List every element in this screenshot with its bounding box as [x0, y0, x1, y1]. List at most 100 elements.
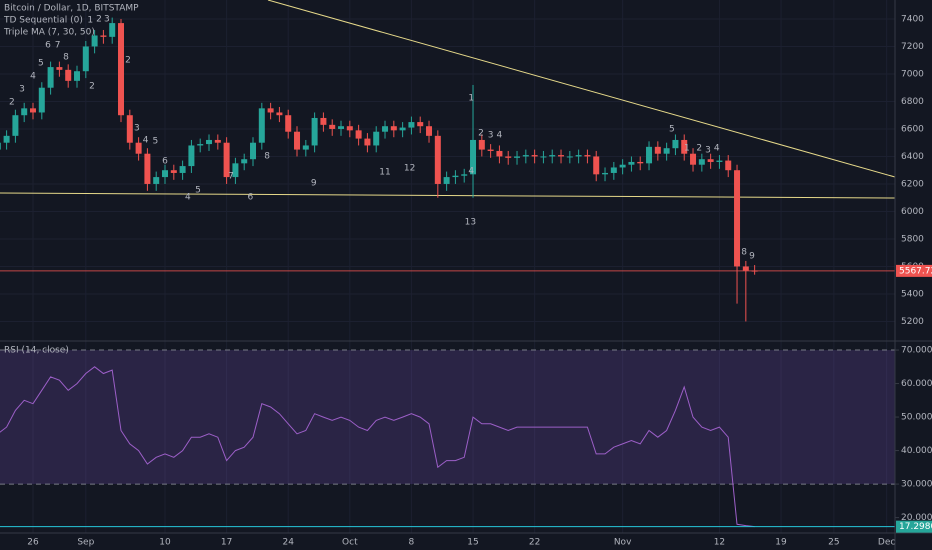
rsi-tick-label: 70.0000 [901, 346, 932, 356]
candle-body [602, 172, 609, 175]
rsi-tick-label: 60.0000 [901, 379, 932, 389]
rsi-title: RSI (14, close) [4, 346, 69, 356]
candle-body [338, 126, 345, 129]
chart-title: Bitcoin / Dollar, 1D, BITSTAMP [4, 4, 139, 14]
td-label: 9 [749, 251, 755, 261]
y-tick-label: 7200 [901, 42, 924, 52]
candle-body [118, 23, 125, 116]
candle-body [170, 170, 177, 173]
candle-body [285, 115, 292, 132]
x-tick-label: 12 [714, 538, 725, 548]
rsi-line [0, 366, 755, 528]
candle-body [619, 164, 626, 168]
x-tick-label: 22 [529, 538, 540, 548]
candle-body [434, 135, 441, 184]
td-label: 12 [404, 164, 415, 174]
y-tick-label: 5400 [901, 289, 924, 299]
candle-body [505, 156, 512, 158]
x-tick-label: 19 [775, 538, 787, 548]
candle-body [241, 159, 248, 164]
candle-body [566, 156, 573, 158]
candle-body [540, 156, 547, 158]
candle-body [514, 156, 521, 158]
candle-body [690, 153, 697, 165]
td-label: 7 [228, 171, 234, 181]
candle-body [320, 117, 327, 125]
indicator-label: Triple MA (7, 30, 50) [3, 28, 95, 38]
candle-body [408, 122, 415, 128]
indicator-label: TD Sequential (0) [3, 16, 83, 26]
candle-body [38, 87, 45, 113]
td-label: 1 [684, 143, 690, 153]
x-tick-label: 15 [467, 538, 478, 548]
td-label: 3 [19, 84, 25, 94]
td-label: 5 [152, 136, 158, 146]
x-tick-label: 17 [221, 538, 232, 548]
td-label: 3 [705, 145, 711, 155]
candle-body [179, 166, 186, 173]
candle-body [470, 139, 477, 175]
candle-body [355, 130, 362, 139]
candle-body [126, 115, 133, 143]
td-label: 3 [488, 131, 494, 141]
candle-body [276, 112, 283, 116]
td-label: 3 [104, 14, 110, 24]
rsi-tick-label: 20.0000 [901, 513, 932, 523]
y-tick-label: 7000 [901, 69, 924, 79]
x-tick-label: Oct [342, 538, 358, 548]
candle-body [82, 46, 89, 72]
candle-body [206, 139, 213, 145]
td-label: 4 [143, 135, 149, 145]
candle-body [302, 145, 309, 150]
candle-body [135, 142, 142, 154]
candle-body [487, 149, 494, 151]
x-tick-label: Dec [878, 538, 895, 548]
td-label: 2 [96, 14, 102, 24]
candle-body [399, 127, 406, 131]
td-label: 8 [63, 52, 69, 62]
candle-body [584, 155, 591, 157]
candle-body [311, 117, 318, 146]
td-label: 2 [696, 143, 702, 153]
td-label: 13 [465, 217, 476, 227]
x-tick-label: Sep [77, 538, 94, 548]
candle-body [294, 131, 301, 150]
candle-body [707, 159, 714, 162]
td-label: 1 [468, 94, 474, 104]
y-tick-label: 6000 [901, 207, 924, 217]
td-label: 4 [714, 143, 720, 153]
candle-body [637, 161, 644, 164]
candle-body [390, 126, 397, 131]
last-price-label: 5567.72 [899, 266, 932, 276]
y-tick-label: 7400 [901, 14, 924, 24]
x-tick-label: 25 [828, 538, 839, 548]
candle-body [716, 160, 723, 162]
td-label: 2 [125, 55, 131, 65]
candle-body [654, 146, 661, 154]
td-label: 5 [38, 58, 44, 68]
td-label: 1 [87, 15, 93, 25]
candle-body [109, 23, 116, 37]
candle-body [478, 139, 485, 150]
last-price-box [896, 264, 932, 277]
rsi-last-label: 17.2980 [899, 522, 932, 532]
td-label: 6 [162, 156, 168, 166]
td-label: 8 [264, 151, 270, 161]
candle-body [214, 139, 221, 143]
candle-body [30, 108, 37, 113]
candle-body [575, 155, 582, 157]
td-label: 6 [248, 192, 254, 202]
candle-body [232, 163, 239, 178]
td-label: 5 [195, 186, 201, 196]
candle-body [628, 161, 635, 165]
x-tick-label: 8 [409, 538, 415, 548]
candle-body [698, 159, 705, 165]
candle-body [663, 148, 670, 154]
td-label: 2 [89, 81, 95, 91]
candle-body [672, 139, 679, 149]
candle-body [12, 115, 19, 136]
rsi-band-layer [0, 349, 895, 485]
candle-body [0, 142, 1, 150]
candle-body [223, 142, 230, 178]
